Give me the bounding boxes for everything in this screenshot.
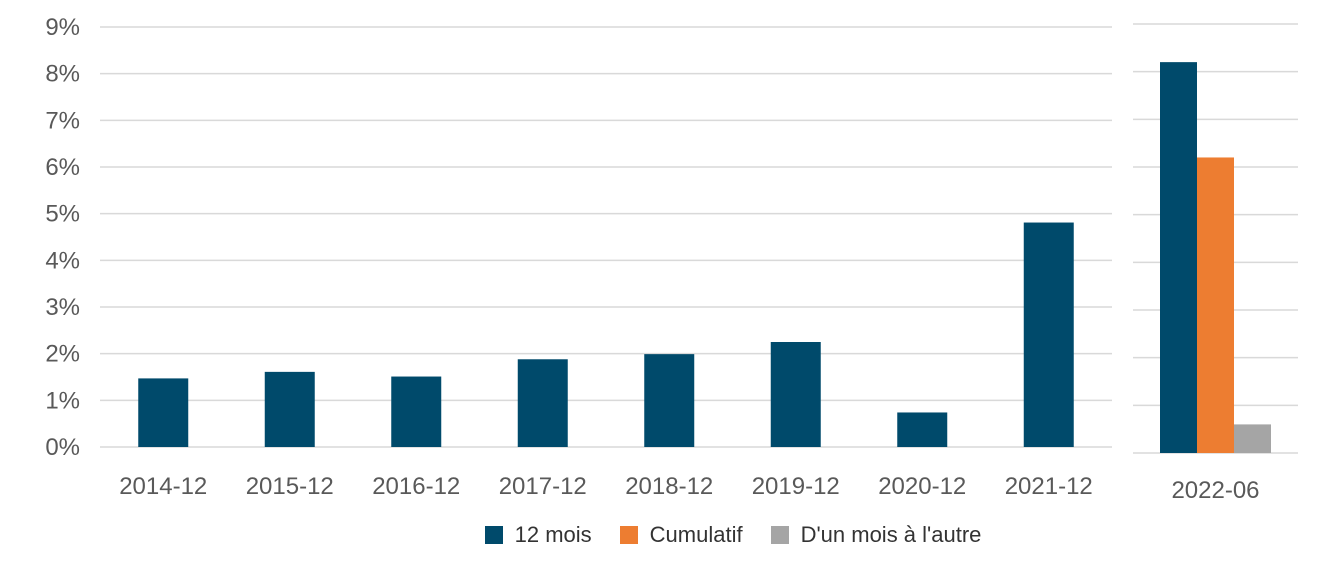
bar-d-un-mois-l-autre-2022-06 [1234, 424, 1271, 453]
bar-12-mois-2014-12 [138, 378, 189, 447]
legend-item-mois-a-mois: D'un mois à l'autre [770, 522, 982, 548]
y-tick-label: 6% [45, 154, 80, 181]
y-tick-label: 8% [45, 61, 80, 88]
legend-label-12-mois: 12 mois [514, 522, 592, 547]
legend-swatch-cumulatif [619, 526, 638, 544]
bar-12-mois-2015-12 [264, 371, 315, 447]
bar-12-mois-2016-12 [391, 376, 442, 447]
bar-12-mois-2019-12 [770, 342, 821, 447]
legend-swatch-12-mois [484, 526, 503, 544]
bar-12-mois-2017-12 [517, 359, 568, 447]
y-tick-label: 5% [45, 201, 80, 228]
y-tick-label: 3% [45, 294, 80, 321]
x-tick-label: 2019-12 [752, 473, 840, 500]
legend-item-12-mois: 12 mois [484, 522, 592, 548]
x-tick-label: 2017-12 [499, 473, 587, 500]
bar-12-mois-2018-12 [644, 354, 695, 447]
x-tick-label: 2016-12 [372, 473, 460, 500]
y-tick-label: 1% [45, 387, 80, 414]
y-tick-label: 9% [45, 14, 80, 41]
legend-item-cumulatif: Cumulatif [619, 522, 743, 548]
x-tick-label: 2014-12 [119, 473, 207, 500]
left-chart-panel: 0% 1% 2% 3% 4% 5% 6% 7% 8% 9% 2014-12 2015-12 2016-1… [45, 14, 1112, 500]
y-tick-label: 4% [45, 247, 80, 274]
legend-swatch-mois-a-mois [770, 526, 789, 544]
x-tick-label: 2021-12 [1005, 473, 1093, 500]
bar-12-mois-2021-12 [1023, 222, 1074, 447]
y-tick-label: 7% [45, 107, 80, 134]
legend: 12 mois Cumulatif D'un mois à l'autre [0, 520, 1326, 550]
x-tick-label: 2022-06 [1171, 477, 1259, 504]
legend-label-mois-a-mois: D'un mois à l'autre [800, 522, 982, 547]
y-tick-label: 0% [45, 434, 80, 461]
chart-canvas: 0% 1% 2% 3% 4% 5% 6% 7% 8% 9% 2014-12 2015-12 2016-1… [45, 14, 1298, 504]
legend-label-cumulatif: Cumulatif [649, 522, 743, 547]
x-tick-label: 2018-12 [625, 473, 713, 500]
bar-12-mois-2022-06 [1160, 62, 1197, 454]
x-tick-label: 2015-12 [246, 473, 334, 500]
bar-cumulatif-2022-06 [1197, 157, 1234, 453]
y-tick-label: 2% [45, 341, 80, 368]
right-chart-panel: 2022-06 [1133, 23, 1298, 504]
bar-12-mois-2020-12 [897, 412, 948, 447]
x-tick-label: 2020-12 [878, 473, 966, 500]
